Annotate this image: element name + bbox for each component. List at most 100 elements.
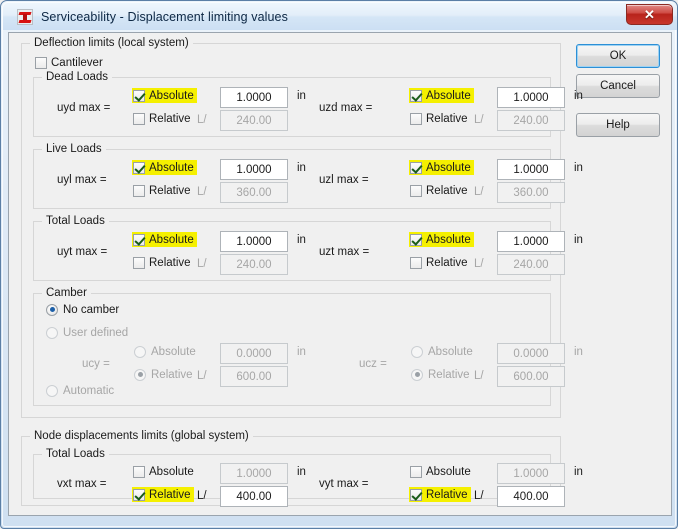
help-button[interactable]: Help: [576, 113, 660, 137]
uzt-absolute-checkbox[interactable]: Absolute: [409, 232, 474, 247]
uyd-relative-label: Relative: [149, 112, 191, 125]
vyt-absolute-checkbox-box: [410, 465, 422, 478]
window-title: Serviceability - Displacement limiting v…: [41, 9, 288, 24]
vyt-absolute-checkbox[interactable]: Absolute: [409, 464, 474, 479]
uyl-absolute-unit: in: [297, 162, 306, 174]
vxt-relative-checkbox[interactable]: Relative: [132, 487, 194, 502]
uyt-relative-prefix: L/: [197, 258, 207, 270]
uyt-absolute-input[interactable]: 1.0000: [220, 231, 288, 252]
uzl-relative-input[interactable]: 360.00: [497, 182, 565, 203]
vyt-max-label: vyt max =: [319, 478, 369, 490]
ucz-absolute-unit: in: [574, 346, 583, 358]
uzl-absolute-input[interactable]: 1.0000: [497, 159, 565, 180]
vxt-relative-checkbox-box: [133, 488, 145, 501]
uyd-absolute-label: Absolute: [149, 89, 194, 102]
uyd-absolute-checkbox-box: [133, 89, 145, 102]
ucy-absolute-input[interactable]: 0.0000: [220, 343, 288, 364]
uzd-absolute-checkbox[interactable]: Absolute: [409, 88, 474, 103]
close-icon[interactable]: ✕: [626, 4, 673, 25]
uyd-absolute-unit: in: [297, 90, 306, 102]
dead-loads-group: Dead Loads uyd max = Absolute 1.0000 in …: [33, 71, 583, 137]
uyl-relative-checkbox-box: [133, 184, 145, 197]
ucz-absolute-radio[interactable]: Absolute: [411, 344, 473, 359]
camber-option-automatic-label: Automatic: [63, 384, 115, 397]
ucz-absolute-input[interactable]: 0.0000: [497, 343, 565, 364]
ucy-relative-label: Relative: [151, 368, 193, 381]
title-bar[interactable]: Serviceability - Displacement limiting v…: [3, 3, 677, 30]
uzd-relative-checkbox-box: [410, 112, 422, 125]
uyl-relative-checkbox[interactable]: Relative: [132, 183, 194, 198]
ucz-label: ucz =: [359, 358, 387, 370]
uzd-relative-label: Relative: [426, 112, 468, 125]
uzl-absolute-unit: in: [574, 162, 583, 174]
ucz-relative-radio[interactable]: Relative: [411, 367, 470, 382]
vyt-absolute-input[interactable]: 1.0000: [497, 463, 565, 484]
vyt-absolute-label: Absolute: [426, 465, 471, 478]
uzl-relative-checkbox[interactable]: Relative: [409, 183, 471, 198]
uzl-absolute-label: Absolute: [426, 161, 471, 174]
vxt-absolute-checkbox-box: [133, 465, 145, 478]
uzd-relative-checkbox[interactable]: Relative: [409, 111, 471, 126]
cancel-button[interactable]: Cancel: [576, 74, 660, 98]
ucz-relative-label: Relative: [428, 368, 470, 381]
ucz-relative-input[interactable]: 600.00: [497, 366, 565, 387]
uyt-absolute-checkbox[interactable]: Absolute: [132, 232, 197, 247]
ucy-relative-radio[interactable]: Relative: [134, 367, 193, 382]
uzd-relative-input[interactable]: 240.00: [497, 110, 565, 131]
cantilever-checkbox[interactable]: Cantilever: [34, 55, 106, 70]
ok-button[interactable]: OK: [576, 44, 660, 68]
ucy-relative-input[interactable]: 600.00: [220, 366, 288, 387]
uyl-relative-input[interactable]: 360.00: [220, 182, 288, 203]
uzt-relative-checkbox-box: [410, 256, 422, 269]
uyl-absolute-input[interactable]: 1.0000: [220, 159, 288, 180]
ibeam-icon: [17, 8, 33, 25]
ucy-absolute-label: Absolute: [151, 345, 196, 358]
camber-option-user-defined[interactable]: User defined: [46, 325, 128, 340]
vxt-relative-input[interactable]: 400.00: [220, 486, 288, 507]
dead-loads-legend: Dead Loads: [42, 71, 113, 83]
ucy-absolute-unit: in: [297, 346, 306, 358]
deflection-limits-legend: Deflection limits (local system): [30, 37, 193, 49]
uzt-absolute-label: Absolute: [426, 233, 471, 246]
uyt-absolute-checkbox-box: [133, 233, 145, 246]
uyl-max-label: uyl max =: [57, 174, 107, 186]
uyt-relative-checkbox[interactable]: Relative: [132, 255, 194, 270]
uyd-absolute-input[interactable]: 1.0000: [220, 87, 288, 108]
uyd-absolute-checkbox[interactable]: Absolute: [132, 88, 197, 103]
ucy-label: ucy =: [82, 358, 110, 370]
camber-option-automatic[interactable]: Automatic: [46, 383, 114, 398]
ucy-absolute-radio[interactable]: Absolute: [134, 344, 196, 359]
node-displacements-group: Node displacements limits (global system…: [21, 430, 583, 507]
uzt-relative-prefix: L/: [474, 258, 484, 270]
uzt-relative-input[interactable]: 240.00: [497, 254, 565, 275]
radio-dot-ucy-absolute: [134, 345, 146, 358]
live-loads-legend: Live Loads: [42, 143, 106, 155]
uyd-relative-checkbox[interactable]: Relative: [132, 111, 194, 126]
camber-option-no-camber[interactable]: No camber: [46, 302, 119, 317]
radio-dot-ucy-relative: [134, 368, 146, 381]
uzd-absolute-checkbox-box: [410, 89, 422, 102]
uzd-relative-prefix: L/: [474, 114, 484, 126]
vyt-relative-checkbox[interactable]: Relative: [409, 487, 471, 502]
ucz-relative-prefix: L/: [474, 370, 484, 382]
uyl-absolute-checkbox[interactable]: Absolute: [132, 160, 197, 175]
vyt-relative-input[interactable]: 400.00: [497, 486, 565, 507]
vxt-absolute-input[interactable]: 1.0000: [220, 463, 288, 484]
vxt-absolute-label: Absolute: [149, 465, 194, 478]
deflection-limits-group: Deflection limits (local system) Cantile…: [21, 37, 583, 418]
vxt-absolute-checkbox[interactable]: Absolute: [132, 464, 197, 479]
cantilever-label: Cantilever: [51, 56, 103, 69]
uzl-absolute-checkbox-box: [410, 161, 422, 174]
uyd-relative-input[interactable]: 240.00: [220, 110, 288, 131]
uyd-max-label: uyd max =: [57, 102, 111, 114]
uzt-absolute-input[interactable]: 1.0000: [497, 231, 565, 252]
uzd-absolute-label: Absolute: [426, 89, 471, 102]
radio-dot-ucz-absolute: [411, 345, 423, 358]
uzl-absolute-checkbox[interactable]: Absolute: [409, 160, 474, 175]
node-displacements-legend: Node displacements limits (global system…: [30, 430, 253, 442]
uzd-absolute-input[interactable]: 1.0000: [497, 87, 565, 108]
uyt-relative-input[interactable]: 240.00: [220, 254, 288, 275]
uyl-absolute-label: Absolute: [149, 161, 194, 174]
uzt-relative-checkbox[interactable]: Relative: [409, 255, 471, 270]
